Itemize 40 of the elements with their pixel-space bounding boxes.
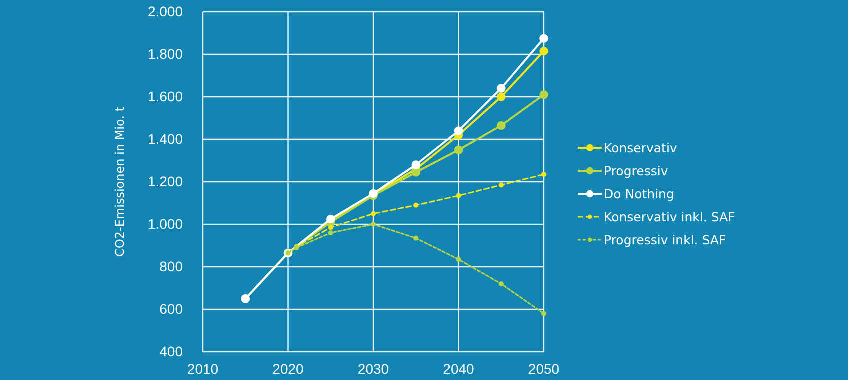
y-tick-label: 1.600 xyxy=(148,88,184,104)
y-tick-label: 1.400 xyxy=(148,130,184,147)
point xyxy=(540,90,548,100)
point xyxy=(498,281,504,287)
legend-label: Progressiv xyxy=(604,163,669,178)
point xyxy=(498,182,504,188)
point xyxy=(328,230,334,236)
point xyxy=(497,121,506,130)
y-tick-label: 1.000 xyxy=(148,216,184,232)
point xyxy=(328,225,334,230)
x-tick-label: 2030 xyxy=(358,360,390,377)
legend-label: Do Nothing xyxy=(604,186,674,202)
point xyxy=(454,126,464,136)
y-tick-label: 600 xyxy=(160,300,184,317)
legend-label: Konservativ xyxy=(604,140,678,156)
point xyxy=(456,257,462,262)
point xyxy=(456,193,462,198)
point xyxy=(370,211,376,216)
y-tick-label: 400 xyxy=(160,343,184,360)
x-tick-label: 2010 xyxy=(187,360,219,377)
point xyxy=(541,172,547,178)
point xyxy=(540,46,548,56)
x-tick-label: 2020 xyxy=(272,360,304,377)
point xyxy=(454,146,464,154)
y-tick-label: 1.200 xyxy=(148,173,184,190)
y-tick-label: 800 xyxy=(160,258,184,274)
legend-label: Konservativ inkl. SAF xyxy=(604,209,736,224)
x-tick-label: 2040 xyxy=(443,360,475,377)
point xyxy=(414,236,419,241)
point xyxy=(497,92,506,102)
x-tick-label: 2050 xyxy=(528,360,560,377)
point xyxy=(370,222,376,228)
point xyxy=(414,202,419,208)
legend-label: Progressiv inkl. SAF xyxy=(604,232,726,248)
point xyxy=(497,84,506,93)
y-tick-label: 1.800 xyxy=(148,46,184,62)
point xyxy=(541,311,547,316)
y-tick-label: 2.000 xyxy=(148,3,184,20)
y-axis-title: CO2-Emissionen in Mio. t xyxy=(113,106,127,257)
point xyxy=(540,34,548,43)
